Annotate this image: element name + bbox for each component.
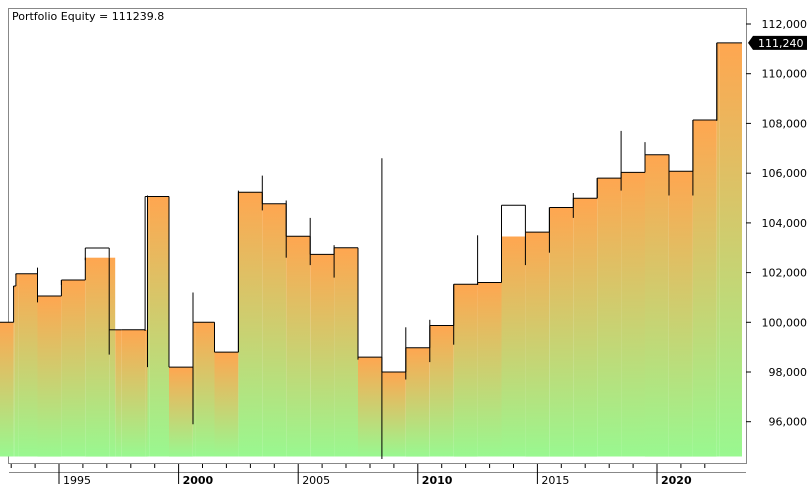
equity-area-segment	[621, 172, 645, 457]
equity-area-segment	[477, 282, 502, 457]
equity-area-segment	[14, 286, 16, 457]
y-tick-label: 112,000	[762, 18, 808, 31]
equity-area-segment	[147, 196, 150, 457]
equity-area-segment	[692, 120, 717, 457]
equity-area	[0, 42, 742, 457]
equity-area-segment	[195, 322, 215, 457]
equity-area-segment	[645, 154, 669, 457]
equity-area-segment	[573, 198, 598, 457]
equity-area-segment	[115, 329, 122, 457]
x-tick-label: 1995	[63, 474, 91, 487]
equity-area-segment	[193, 322, 196, 457]
equity-area-segment	[310, 254, 335, 457]
equity-area-segment	[262, 203, 287, 457]
equity-area-segment	[334, 247, 358, 457]
x-tick-label: 2010	[422, 474, 453, 487]
equity-area-segment	[149, 196, 170, 457]
x-tick-label: 2020	[661, 474, 692, 487]
equity-area-segment	[13, 286, 15, 457]
equity-area-segment	[669, 171, 693, 457]
equity-area-segment	[405, 347, 430, 457]
equity-area-segment	[238, 192, 263, 457]
equity-area-segment	[37, 296, 62, 457]
equity-area-segment	[169, 367, 193, 457]
x-tick-label: 2000	[183, 474, 214, 487]
equity-area-segment	[719, 42, 742, 457]
y-axis: 96,000 98,000 100,000 102,000 104,000 106,000…	[746, 18, 807, 429]
equity-area-segment	[501, 236, 526, 457]
equity-area-segment	[145, 329, 148, 457]
equity-area-segment	[109, 257, 116, 457]
y-tick-label: 104,000	[762, 217, 808, 230]
last-value-badge-shape	[748, 35, 807, 50]
equity-area-segment	[0, 322, 14, 457]
equity-bars	[0, 42, 742, 459]
x-axis: 1995 2000 2005 2010 2015 2020	[9, 464, 746, 487]
y-tick-label: 96,000	[769, 416, 808, 429]
chart-title: Portfolio Equity = 111239.8	[12, 10, 164, 23]
equity-area-segment	[429, 325, 454, 457]
equity-area-segment	[597, 178, 622, 457]
equity-area-segment	[549, 207, 574, 457]
equity-area-segment	[525, 232, 550, 457]
y-tick-label: 102,000	[762, 267, 808, 280]
x-tick-label: 2005	[302, 474, 330, 487]
equity-area-segment	[61, 280, 86, 457]
equity-area-segment	[85, 257, 110, 457]
equity-area-segment	[381, 372, 406, 457]
equity-area-segment	[18, 273, 38, 457]
x-tick-label: 2015	[541, 474, 569, 487]
last-value-badge: 111,240	[748, 35, 807, 50]
y-tick-label: 100,000	[762, 316, 808, 329]
y-tick-label: 98,000	[769, 366, 808, 379]
equity-area-segment	[15, 273, 19, 457]
y-tick-label: 110,000	[762, 68, 808, 81]
equity-area-segment	[716, 42, 720, 457]
y-tick-label: 106,000	[762, 167, 808, 180]
y-tick-label: 108,000	[762, 117, 808, 130]
equity-area-segment	[358, 357, 382, 457]
equity-area-segment	[453, 284, 478, 457]
equity-area-segment	[214, 352, 239, 457]
equity-area-segment	[121, 329, 146, 457]
equity-area-segment	[286, 236, 311, 457]
last-value-label: 111,240	[758, 37, 804, 50]
